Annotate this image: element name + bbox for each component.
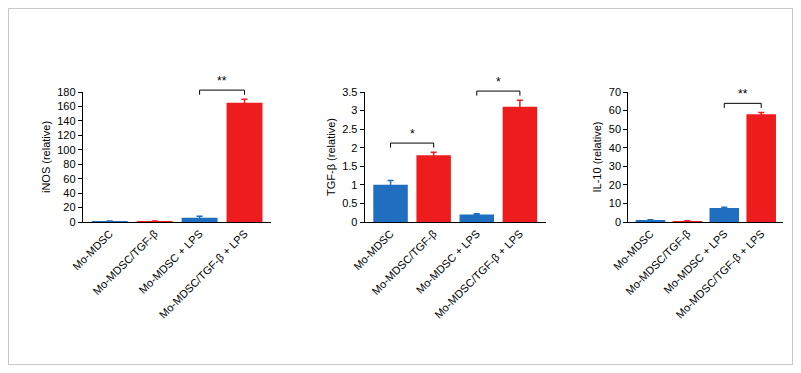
svg-text:0: 0 — [615, 216, 621, 228]
svg-text:3.5: 3.5 — [342, 86, 357, 98]
svg-text:60: 60 — [63, 173, 75, 185]
svg-text:Mo-MDSC/TGF-β + LPS: Mo-MDSC/TGF-β + LPS — [432, 228, 525, 321]
svg-text:Mo-MDSC/TGF-β: Mo-MDSC/TGF-β — [369, 228, 439, 298]
svg-text:2.5: 2.5 — [342, 123, 357, 135]
svg-text:Mo-MDSC: Mo-MDSC — [351, 227, 396, 272]
svg-text:Mo-MDSC + LPS: Mo-MDSC + LPS — [414, 228, 482, 296]
svg-text:70: 70 — [609, 86, 621, 98]
svg-text:IL-10 (relative): IL-10 (relative) — [591, 122, 603, 193]
svg-text:Mo-MDSC: Mo-MDSC — [70, 227, 115, 272]
svg-text:TGF-β (relative): TGF-β (relative) — [325, 118, 337, 196]
svg-text:**: ** — [738, 87, 748, 101]
svg-text:30: 30 — [609, 160, 621, 172]
svg-text:20: 20 — [63, 201, 75, 213]
svg-text:120: 120 — [57, 129, 75, 141]
svg-text:Mo-MDSC: Mo-MDSC — [611, 227, 656, 272]
svg-text:10: 10 — [609, 197, 621, 209]
svg-text:180: 180 — [57, 86, 75, 98]
svg-text:0.5: 0.5 — [342, 197, 357, 209]
svg-text:1.5: 1.5 — [342, 160, 357, 172]
svg-text:iNOS (relative): iNOS (relative) — [40, 121, 52, 193]
svg-text:0: 0 — [351, 216, 357, 228]
svg-text:2: 2 — [351, 142, 357, 154]
svg-text:80: 80 — [63, 158, 75, 170]
svg-text:*: * — [496, 75, 501, 89]
svg-text:100: 100 — [57, 144, 75, 156]
svg-text:3: 3 — [351, 104, 357, 116]
svg-text:60: 60 — [609, 104, 621, 116]
svg-text:160: 160 — [57, 100, 75, 112]
svg-text:Mo-MDSC/TGF-β + LPS: Mo-MDSC/TGF-β + LPS — [673, 228, 766, 321]
svg-text:20: 20 — [609, 179, 621, 191]
svg-text:Mo-MDSC + LPS: Mo-MDSC + LPS — [137, 228, 205, 296]
svg-text:Mo-MDSC/TGF-β: Mo-MDSC/TGF-β — [90, 228, 160, 298]
svg-text:40: 40 — [63, 187, 75, 199]
svg-text:0: 0 — [69, 216, 75, 228]
svg-text:1: 1 — [351, 179, 357, 191]
svg-text:Mo-MDSC + LPS: Mo-MDSC + LPS — [661, 228, 729, 296]
svg-text:40: 40 — [609, 142, 621, 154]
svg-text:**: ** — [217, 74, 227, 88]
svg-text:140: 140 — [57, 115, 75, 127]
svg-text:Mo-MDSC/TGF-β + LPS: Mo-MDSC/TGF-β + LPS — [157, 228, 250, 321]
svg-text:*: * — [410, 127, 415, 141]
svg-text:50: 50 — [609, 123, 621, 135]
svg-text:Mo-MDSC/TGF-β: Mo-MDSC/TGF-β — [623, 228, 693, 298]
